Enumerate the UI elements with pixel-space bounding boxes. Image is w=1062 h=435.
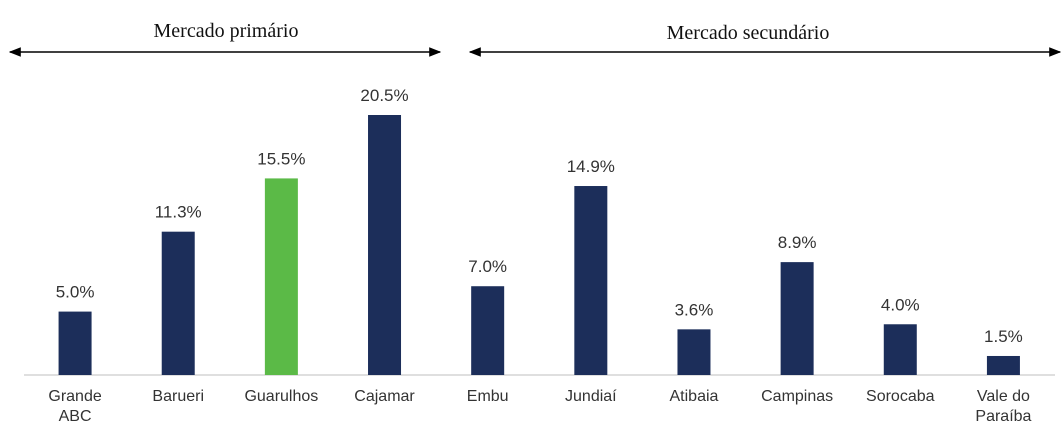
x-tick-label: Embu: [466, 388, 509, 405]
bar: [58, 311, 92, 375]
value-label: 8.9%: [778, 233, 817, 252]
x-tick-label: Campinas: [761, 388, 834, 405]
bar: [471, 286, 505, 375]
bar: [574, 186, 608, 375]
value-label: 1.5%: [984, 327, 1023, 346]
value-label: 5.0%: [56, 283, 95, 302]
x-tick-label: Atibaia: [669, 388, 719, 405]
value-label: 7.0%: [468, 257, 507, 276]
x-tick-label: Grande ABC: [48, 388, 102, 425]
value-label: 15.5%: [257, 149, 305, 168]
x-tick-label: Barueri: [152, 388, 204, 405]
bar: [264, 178, 298, 375]
x-tick-label: Sorocaba: [866, 388, 935, 405]
value-label: 14.9%: [567, 157, 615, 176]
value-label: 4.0%: [881, 295, 920, 314]
annotation: Mercado primário: [154, 20, 299, 42]
bar: [780, 262, 814, 375]
x-tick-label: Vale do Paraíba: [975, 388, 1032, 425]
bar: [368, 115, 402, 375]
bar: [883, 324, 917, 375]
value-label: 20.5%: [360, 86, 408, 105]
value-label: 11.3%: [155, 203, 202, 222]
x-tick-label: Jundiaí: [565, 388, 617, 405]
annotation: Mercado secundário: [667, 22, 830, 44]
bar: [677, 329, 711, 375]
value-label: 3.6%: [675, 300, 714, 319]
bar: [161, 231, 195, 375]
bar: [986, 355, 1020, 375]
x-tick-label: Cajamar: [354, 388, 415, 405]
x-tick-label: Guarulhos: [244, 388, 319, 405]
